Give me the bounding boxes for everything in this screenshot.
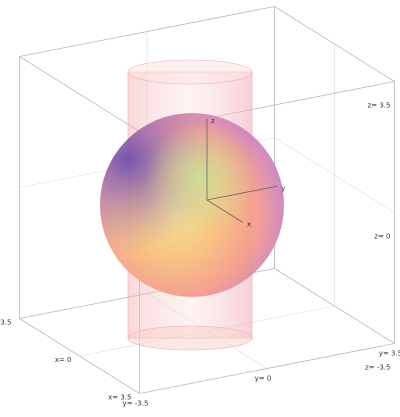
- axis-line: [206, 185, 278, 201]
- y-tick-label: y= 0: [255, 375, 272, 383]
- box-edge: [274, 6, 395, 82]
- z-tick-label: z= 3.5: [368, 102, 391, 110]
- y-tick-label: y= -3.5: [123, 400, 149, 408]
- sphere: [100, 113, 284, 297]
- axis-label: x: [247, 221, 251, 229]
- z-tick-label: z= -3.5: [365, 364, 390, 372]
- z-tick-label: z= 0: [374, 233, 390, 241]
- y-tick-label: y= 3.5: [379, 350, 400, 358]
- box-edge: [19, 6, 275, 57]
- x-tick-label: x= 0: [55, 356, 72, 364]
- x-tick-label: x= 3.5: [108, 394, 131, 402]
- box-edge: [19, 318, 140, 394]
- axis-label: z: [211, 117, 215, 125]
- box-edge: [19, 56, 140, 132]
- axis-line: [206, 199, 244, 223]
- inner-axes: x y z: [206, 117, 285, 229]
- grid-line: [274, 137, 395, 213]
- box-edge: [274, 268, 395, 344]
- x-tick-label: x= -3.5: [0, 319, 12, 327]
- box-edge: [139, 343, 395, 394]
- axis-label: y: [281, 184, 285, 192]
